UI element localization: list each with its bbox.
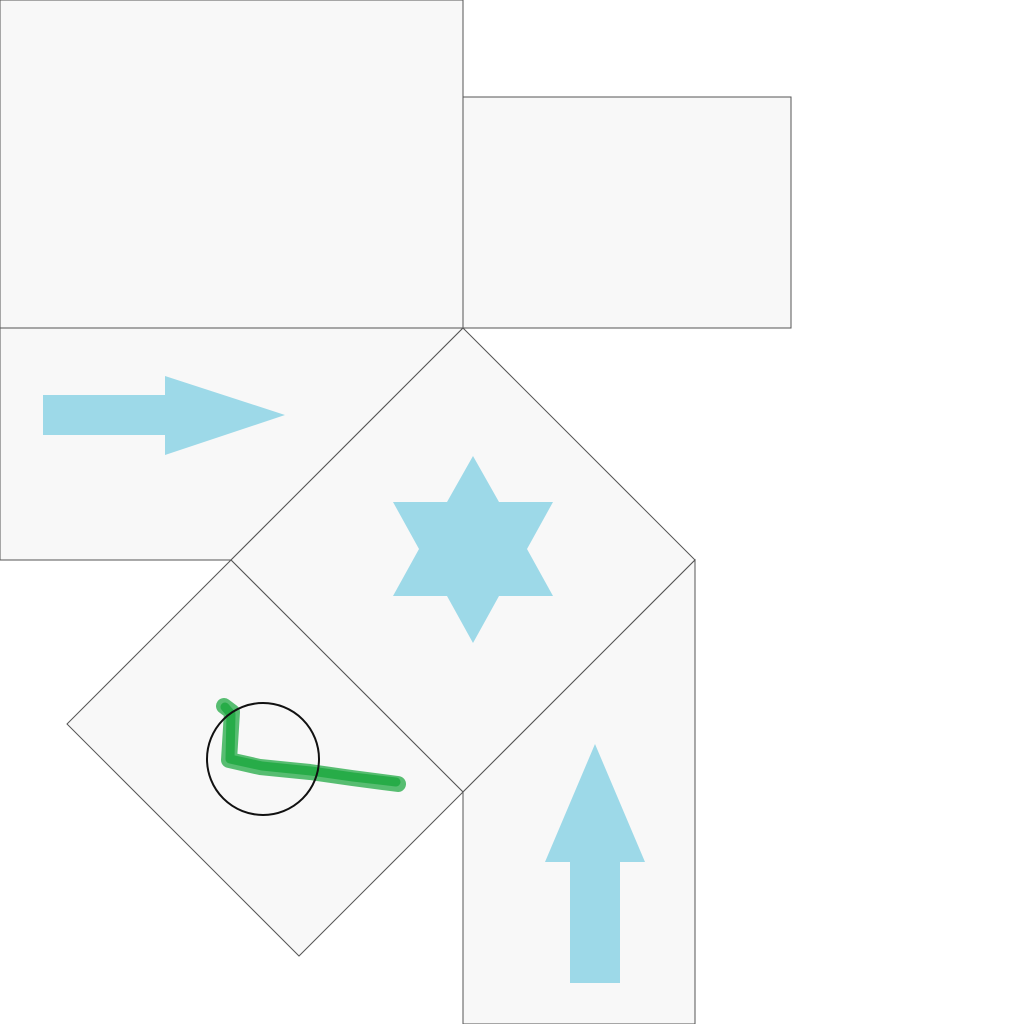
tile-group bbox=[0, 0, 792, 1024]
tile-top-right[interactable] bbox=[462, 96, 792, 329]
tile-top-left[interactable] bbox=[0, 0, 464, 329]
